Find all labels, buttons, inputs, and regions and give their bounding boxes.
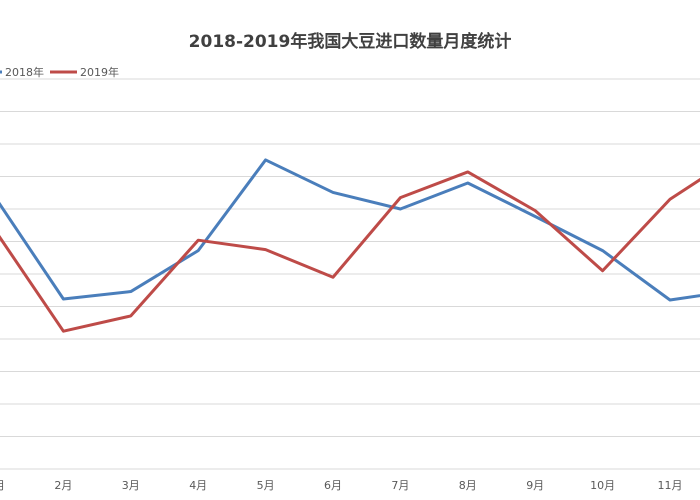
x-tick-label: 4月 bbox=[189, 479, 207, 492]
chart-title: 2018-2019年我国大豆进口数量月度统计 bbox=[189, 31, 512, 52]
series-2-line bbox=[0, 170, 700, 333]
x-tick-label: 8月 bbox=[459, 479, 477, 492]
legend-2019-label: 2019年 bbox=[80, 65, 119, 79]
y-gridlines bbox=[0, 78, 700, 437]
legend-2018-label: 2018年 bbox=[5, 65, 44, 79]
x-tick-label: 2月 bbox=[54, 479, 72, 492]
x-tick-label: 5月 bbox=[257, 479, 275, 492]
x-tick-label: 7月 bbox=[391, 479, 409, 492]
series-layer bbox=[0, 158, 700, 333]
x-tick-label: 9月 bbox=[526, 479, 544, 492]
x-tick-label: 10月 bbox=[590, 479, 615, 492]
x-tick-label: 1月 bbox=[0, 479, 5, 492]
x-axis-labels: 1月2月3月4月5月6月7月8月9月10月11月12月 bbox=[0, 479, 683, 492]
x-tick-label: 3月 bbox=[122, 479, 140, 492]
x-tick-label: 11月 bbox=[658, 479, 683, 492]
legend: 2018年 2019年 bbox=[0, 65, 119, 79]
x-tick-label: 6月 bbox=[324, 479, 342, 492]
